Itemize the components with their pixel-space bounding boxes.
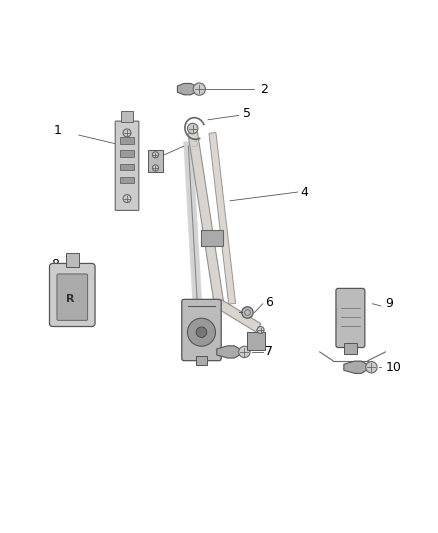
- Circle shape: [187, 123, 198, 134]
- FancyBboxPatch shape: [115, 121, 139, 211]
- Bar: [201, 230, 223, 246]
- Bar: [120, 138, 134, 144]
- Bar: [148, 150, 163, 172]
- Polygon shape: [209, 133, 236, 304]
- Bar: [121, 111, 133, 122]
- FancyBboxPatch shape: [336, 288, 365, 348]
- Circle shape: [242, 307, 253, 318]
- FancyBboxPatch shape: [49, 263, 95, 327]
- Bar: [247, 332, 265, 350]
- Polygon shape: [188, 132, 224, 304]
- Bar: [66, 253, 79, 266]
- Polygon shape: [216, 300, 261, 332]
- Circle shape: [152, 152, 159, 158]
- Circle shape: [193, 83, 205, 95]
- Text: 9: 9: [385, 297, 393, 310]
- Text: 3: 3: [191, 138, 198, 150]
- Bar: [120, 164, 134, 170]
- Bar: [120, 177, 134, 183]
- FancyBboxPatch shape: [182, 300, 221, 361]
- FancyBboxPatch shape: [57, 274, 88, 320]
- Text: 2: 2: [261, 83, 268, 95]
- Circle shape: [366, 361, 377, 373]
- Text: 10: 10: [385, 361, 401, 374]
- Circle shape: [187, 318, 215, 346]
- Text: 6: 6: [265, 296, 273, 309]
- Circle shape: [239, 346, 250, 358]
- Circle shape: [257, 327, 264, 334]
- Circle shape: [123, 195, 131, 203]
- Text: 5: 5: [243, 107, 251, 120]
- Polygon shape: [344, 361, 367, 374]
- Circle shape: [152, 165, 159, 171]
- Text: 4: 4: [300, 185, 308, 198]
- Circle shape: [123, 129, 131, 137]
- Text: R: R: [66, 294, 74, 304]
- Bar: [344, 343, 357, 354]
- Polygon shape: [177, 84, 196, 95]
- Bar: [196, 356, 207, 365]
- Polygon shape: [217, 346, 240, 358]
- Text: 1: 1: [53, 124, 61, 137]
- Circle shape: [196, 327, 207, 337]
- Text: 8: 8: [51, 258, 59, 271]
- Text: 7: 7: [265, 345, 273, 358]
- Bar: [120, 150, 134, 157]
